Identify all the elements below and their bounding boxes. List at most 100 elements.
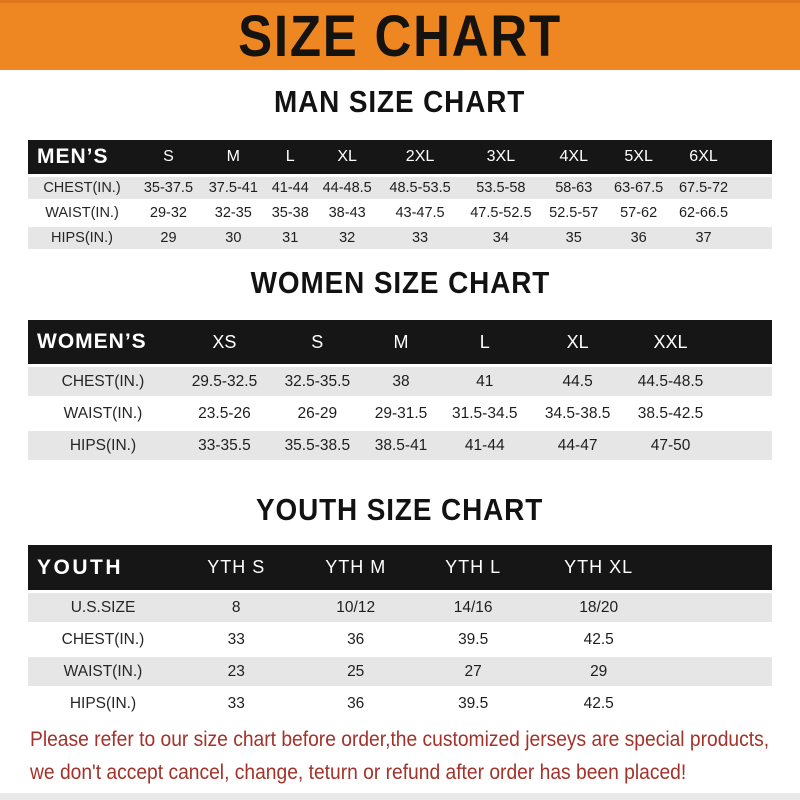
size-cell: 63-67.5 <box>606 177 672 199</box>
size-cell: 43-47.5 <box>379 202 461 224</box>
size-cell: 27 <box>416 657 530 686</box>
table-header-row: MEN’S S M L XL 2XL 3XL 4XL 5XL 6XL <box>28 140 772 174</box>
size-column-header: 4XL <box>541 140 607 174</box>
row-label: CHEST(IN.) <box>28 625 178 654</box>
size-column-header: XS <box>178 320 271 364</box>
size-cell: 36 <box>606 227 672 249</box>
row-label: WAIST(IN.) <box>28 202 136 224</box>
size-cell: 37.5-41 <box>200 177 266 199</box>
header-filler <box>668 545 772 590</box>
youth-section-title-text: YOUTH SIZE CHART <box>256 492 544 527</box>
order-disclaimer: Please refer to our size chart before or… <box>30 723 793 789</box>
size-column-header: XL <box>531 320 625 364</box>
size-cell: 31 <box>265 227 315 249</box>
row-filler <box>717 431 772 460</box>
womens-size-table-wrap: WOMEN’S XS S M L XL XXL CHEST(IN.) 29.5-32.5 32.5… <box>28 317 772 463</box>
size-cell: 44.5 <box>531 367 625 396</box>
table-row: HIPS(IN.) 33-35.5 35.5-38.5 38.5-41 41-44 44-… <box>28 431 772 460</box>
size-cell: 42.5 <box>529 625 668 654</box>
size-cell: 23.5-26 <box>178 399 271 428</box>
row-label: CHEST(IN.) <box>28 177 136 199</box>
size-cell: 29.5-32.5 <box>178 367 271 396</box>
size-cell: 47-50 <box>624 431 717 460</box>
table-header-row: YOUTH YTH S YTH M YTH L YTH XL <box>28 545 772 590</box>
size-cell: 44-47 <box>531 431 625 460</box>
row-filler <box>668 689 772 718</box>
size-cell: 31.5-34.5 <box>438 399 532 428</box>
women-section-title: WOMEN SIZE CHART <box>0 263 800 303</box>
size-cell: 34.5-38.5 <box>531 399 625 428</box>
disclaimer-line-2: we don't accept cancel, change, teturn o… <box>30 760 687 784</box>
size-cell: 33 <box>379 227 461 249</box>
size-cell: 35-37.5 <box>136 177 201 199</box>
size-cell: 42.5 <box>529 689 668 718</box>
size-cell: 32 <box>314 227 380 249</box>
mens-size-table: MEN’S S M L XL 2XL 3XL 4XL 5XL 6XL CHEST(IN.) 35-37… <box>28 137 772 252</box>
size-cell: 38.5-41 <box>363 431 439 460</box>
size-chart-banner: SIZE CHART <box>0 0 800 70</box>
size-cell: 44-48.5 <box>314 177 380 199</box>
size-cell: 39.5 <box>416 625 530 654</box>
size-cell: 41-44 <box>265 177 315 199</box>
size-column-header: 3XL <box>460 140 542 174</box>
row-filler <box>736 227 772 249</box>
size-cell: 14/16 <box>416 593 530 622</box>
man-section-title: MAN SIZE CHART <box>0 82 800 122</box>
man-section-title-text: MAN SIZE CHART <box>274 84 526 119</box>
size-cell: 41-44 <box>438 431 532 460</box>
row-label: HIPS(IN.) <box>28 689 178 718</box>
row-filler <box>717 367 772 396</box>
table-row: U.S.SIZE 8 10/12 14/16 18/20 <box>28 593 772 622</box>
size-cell: 29 <box>136 227 201 249</box>
row-label: HIPS(IN.) <box>28 227 136 249</box>
size-cell: 18/20 <box>529 593 668 622</box>
size-cell: 48.5-53.5 <box>379 177 461 199</box>
youth-size-table: YOUTH YTH S YTH M YTH L YTH XL U.S.SIZE 8 10/12… <box>28 542 772 721</box>
table-header-label: WOMEN’S <box>28 320 178 364</box>
youth-section-title: YOUTH SIZE CHART <box>0 490 800 530</box>
size-cell: 62-66.5 <box>671 202 736 224</box>
table-row: WAIST(IN.) 23.5-26 26-29 29-31.5 31.5-34.5 34… <box>28 399 772 428</box>
size-cell: 35 <box>541 227 607 249</box>
size-column-header: YTH M <box>294 545 417 590</box>
row-filler <box>668 625 772 654</box>
size-cell: 36 <box>294 689 417 718</box>
table-header-label: YOUTH <box>28 545 178 590</box>
size-cell: 38-43 <box>314 202 380 224</box>
table-row: WAIST(IN.) 23 25 27 29 <box>28 657 772 686</box>
size-cell: 41 <box>438 367 532 396</box>
size-column-header: L <box>265 140 315 174</box>
header-filler <box>717 320 772 364</box>
row-label: U.S.SIZE <box>28 593 178 622</box>
row-label: WAIST(IN.) <box>28 657 178 686</box>
size-cell: 10/12 <box>294 593 417 622</box>
table-row: CHEST(IN.) 35-37.5 37.5-41 41-44 44-48.5 48.5… <box>28 177 772 199</box>
women-section-title-text: WOMEN SIZE CHART <box>250 265 550 300</box>
size-column-header: M <box>200 140 266 174</box>
table-row: CHEST(IN.) 33 36 39.5 42.5 <box>28 625 772 654</box>
size-cell: 47.5-52.5 <box>460 202 542 224</box>
size-cell: 52.5-57 <box>541 202 607 224</box>
table-header-label: MEN’S <box>28 140 136 174</box>
banner-title: SIZE CHART <box>238 4 562 69</box>
size-cell: 37 <box>671 227 736 249</box>
size-column-header: YTH L <box>416 545 530 590</box>
size-column-header: 2XL <box>379 140 461 174</box>
size-cell: 35.5-38.5 <box>270 431 364 460</box>
size-column-header: S <box>270 320 364 364</box>
size-cell: 38 <box>363 367 439 396</box>
row-filler <box>668 657 772 686</box>
size-cell: 32-35 <box>200 202 266 224</box>
youth-size-table-wrap: YOUTH YTH S YTH M YTH L YTH XL U.S.SIZE 8 10/12… <box>28 542 772 721</box>
row-filler <box>668 593 772 622</box>
size-column-header: XXL <box>624 320 717 364</box>
row-filler <box>736 177 772 199</box>
size-cell: 44.5-48.5 <box>624 367 717 396</box>
size-cell: 32.5-35.5 <box>270 367 364 396</box>
size-cell: 39.5 <box>416 689 530 718</box>
size-cell: 33 <box>178 625 295 654</box>
size-cell: 38.5-42.5 <box>624 399 717 428</box>
size-column-header: YTH S <box>178 545 295 590</box>
size-cell: 33-35.5 <box>178 431 271 460</box>
size-cell: 23 <box>178 657 295 686</box>
